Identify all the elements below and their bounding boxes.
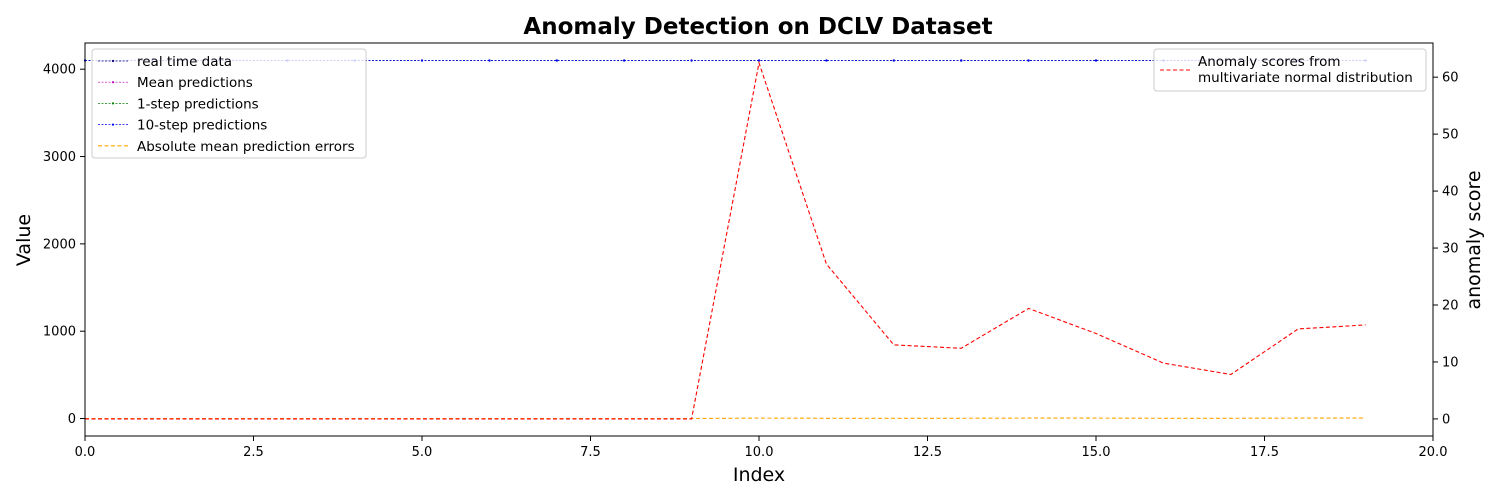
y-axis-title: Value xyxy=(13,214,35,266)
y-tick-label: 1000 xyxy=(43,325,76,340)
legend-label-step10: 10-step predictions xyxy=(137,118,267,134)
legend-label-anomaly-line-2: multivariate normal distribution xyxy=(1198,70,1413,86)
x-tick-label: 17.5 xyxy=(1250,445,1279,460)
x-axis-title: Index xyxy=(733,464,785,486)
series-point-step10 xyxy=(757,59,761,62)
x-tick-label: 10.0 xyxy=(745,445,774,460)
legend-marker-mean xyxy=(111,81,115,84)
legend-marker-step1 xyxy=(111,102,115,105)
legend-marker-step10 xyxy=(111,123,115,126)
y-axis-left: 0 1000 2000 3000 4000 xyxy=(43,63,85,427)
x-axis: 0.0 2.5 5.0 7.5 10.0 12.5 15.0 17.5 20.0 xyxy=(75,436,1448,460)
series-point-step10 xyxy=(960,59,963,62)
x-tick-label: 0.0 xyxy=(75,445,96,460)
legend-marker-real xyxy=(111,59,115,63)
legend-left-box xyxy=(91,48,367,159)
legend-label-mean: Mean predictions xyxy=(137,75,253,91)
y2-tick-label: 0 xyxy=(1442,412,1450,427)
series-point-step10 xyxy=(1094,59,1098,62)
x-tick-label: 15.0 xyxy=(1082,445,1111,460)
y-tick-label: 0 xyxy=(68,412,76,427)
series-point-step10 xyxy=(892,59,895,62)
legend-left: real time data Mean predictions 1-step pre… xyxy=(91,48,367,159)
legend-label-step1: 1-step predictions xyxy=(137,96,259,112)
x-tick-label: 5.0 xyxy=(412,445,433,460)
y2-tick-label: 30 xyxy=(1442,242,1459,257)
series-point-step10 xyxy=(1027,59,1030,62)
y2-axis-title: anomaly score xyxy=(1463,170,1485,309)
y-tick-label: 3000 xyxy=(43,150,76,165)
series-point-step10 xyxy=(690,59,693,62)
legend-label-error: Absolute mean prediction errors xyxy=(137,139,355,155)
x-tick-label: 12.5 xyxy=(913,445,942,460)
series-line-anomaly xyxy=(85,60,1366,420)
series-point-step10 xyxy=(825,59,828,62)
x-tick-label: 20.0 xyxy=(1419,445,1448,460)
series-point-step10 xyxy=(623,59,626,62)
y-tick-label: 4000 xyxy=(43,63,76,78)
series-point-step10 xyxy=(555,59,558,62)
y-axis-right: 0 10 20 30 40 50 60 xyxy=(1433,71,1459,427)
y2-tick-label: 10 xyxy=(1442,355,1459,370)
legend-left-entries: real time data Mean predictions 1-step pre… xyxy=(98,54,355,155)
legend-right-box xyxy=(1153,48,1427,92)
series-point-step10 xyxy=(420,59,424,62)
y-tick-label: 2000 xyxy=(43,237,76,252)
y2-tick-label: 60 xyxy=(1442,71,1459,86)
x-tick-label: 2.5 xyxy=(243,445,264,460)
y2-tick-label: 20 xyxy=(1442,299,1459,314)
x-tick-label: 7.5 xyxy=(580,445,601,460)
chart-title: Anomaly Detection on DCLV Dataset xyxy=(523,14,992,40)
y2-tick-label: 40 xyxy=(1442,185,1459,200)
legend-label-anomaly-line-1: Anomaly scores from xyxy=(1198,54,1341,70)
series-point-step10 xyxy=(488,59,491,62)
legend-label-real: real time data xyxy=(137,54,232,70)
y2-tick-label: 50 xyxy=(1442,128,1459,143)
